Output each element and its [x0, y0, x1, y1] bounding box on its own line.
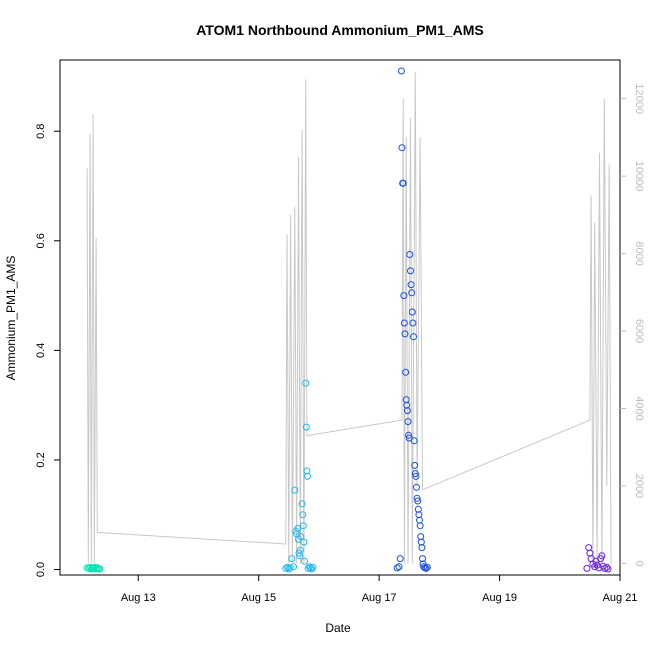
data-point [583, 564, 591, 572]
data-point [604, 565, 612, 573]
data-point [297, 533, 305, 541]
data-point [299, 511, 307, 519]
data-point [413, 494, 421, 502]
data-point [302, 379, 310, 387]
data-point [96, 565, 104, 573]
secondary-series-line [86, 71, 612, 564]
data-point [409, 319, 417, 327]
data-point [408, 289, 416, 297]
y2-tick-label: 0 [633, 560, 645, 566]
y2-tick-label: 2000 [633, 474, 645, 498]
x-tick-label: Aug 13 [121, 592, 156, 604]
y2-tick-label: 10000 [633, 161, 645, 192]
data-point [290, 563, 298, 571]
y-tick-label: 0.0 [35, 562, 47, 577]
data-point [408, 308, 416, 316]
data-point [400, 319, 408, 327]
data-point [300, 538, 308, 546]
data-point [407, 281, 415, 289]
data-point [411, 461, 419, 469]
data-point [301, 557, 308, 565]
y-tick-label: 0.8 [35, 124, 47, 139]
plot-frame [59, 59, 621, 576]
data-point [396, 555, 404, 563]
y-axis-label: Ammonium_PM1_AMS [4, 256, 18, 381]
x-tick-label: Aug 21 [603, 592, 638, 604]
data-point [412, 472, 420, 480]
data-point [298, 500, 306, 508]
data-point [395, 563, 403, 571]
x-tick-label: Aug 15 [241, 592, 276, 604]
data-point [304, 472, 311, 480]
data-point [407, 267, 414, 275]
data-point [299, 522, 307, 530]
data-point [418, 544, 426, 552]
data-point [296, 546, 304, 554]
data-point [282, 564, 290, 572]
data-point [294, 524, 302, 532]
y2-tick-label: 8000 [633, 241, 645, 265]
data-point [598, 552, 606, 560]
data-point [286, 564, 294, 572]
data-point [397, 67, 405, 75]
x-tick-label: Aug 17 [362, 592, 397, 604]
x-axis-label: Date [325, 621, 351, 635]
data-point [288, 555, 296, 563]
data-point [419, 555, 426, 563]
data-point [414, 497, 422, 505]
data-point [403, 401, 411, 409]
data-point [398, 144, 406, 152]
data-point [410, 333, 417, 341]
data-point [403, 407, 411, 415]
data-point [414, 505, 422, 513]
data-point [586, 549, 594, 557]
data-point [402, 368, 410, 376]
data-point [406, 251, 414, 258]
data-point [302, 423, 310, 431]
x-tick-label: Aug 19 [482, 592, 517, 604]
chart-title: ATOM1 Northbound Ammonium_PM1_AMS [196, 22, 484, 38]
data-point [416, 522, 424, 530]
data-point [399, 179, 407, 187]
y2-tick-label: 12000 [633, 83, 645, 114]
data-point [305, 563, 313, 571]
data-point [411, 470, 419, 478]
data-point [393, 564, 401, 572]
y-tick-label: 0.6 [35, 233, 47, 248]
y2-tick-label: 4000 [633, 396, 645, 420]
plot-area [83, 67, 612, 573]
y-tick-label: 0.2 [35, 452, 47, 467]
data-point [401, 330, 409, 338]
data-point [413, 483, 420, 491]
data-point [404, 418, 412, 426]
axes: Aug 13 Aug 15 Aug 17 Aug 19 Aug 21 0.0 0.2 0.4 0… [35, 83, 645, 604]
data-point [423, 563, 431, 571]
data-point [422, 564, 430, 572]
data-point [308, 565, 316, 573]
data-point [291, 486, 299, 494]
data-point [603, 563, 611, 571]
data-point [309, 563, 317, 571]
data-point [400, 292, 408, 300]
y-tick-label: 0.4 [35, 343, 47, 358]
data-point [410, 437, 418, 445]
y2-tick-label: 6000 [633, 319, 645, 343]
data-point [585, 544, 593, 552]
data-point [405, 431, 413, 439]
